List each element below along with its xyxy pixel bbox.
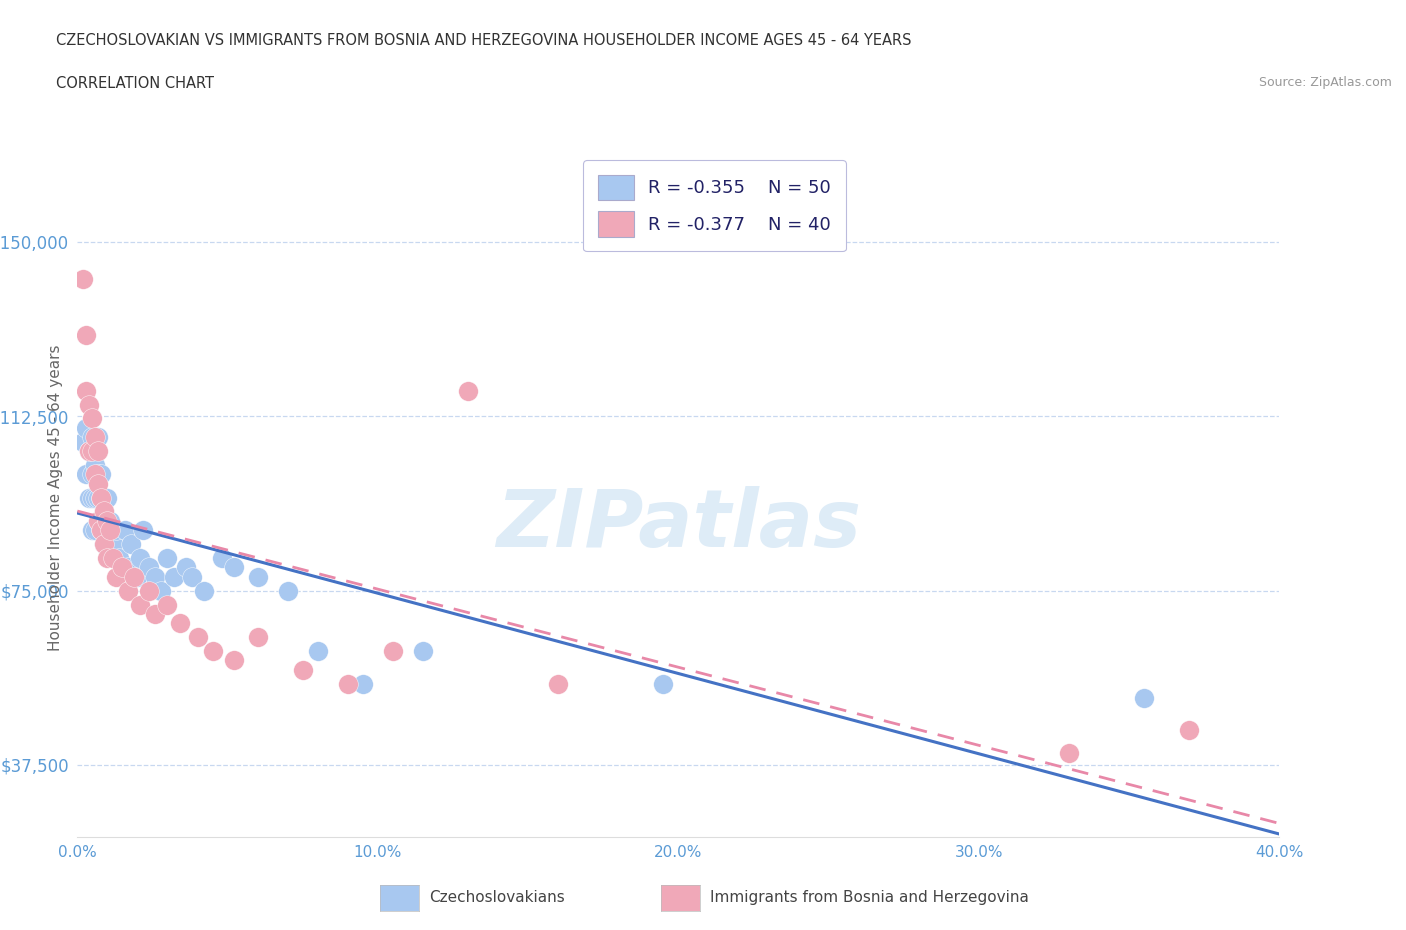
Text: CZECHOSLOVAKIAN VS IMMIGRANTS FROM BOSNIA AND HERZEGOVINA HOUSEHOLDER INCOME AGE: CZECHOSLOVAKIAN VS IMMIGRANTS FROM BOSNI…: [56, 33, 911, 47]
Point: [1178, 723, 1201, 737]
Point: [72, 434, 94, 449]
Point: [180, 569, 202, 584]
Point: [79, 490, 101, 505]
Point: [174, 560, 197, 575]
Point: [127, 569, 149, 584]
Point: [84, 523, 107, 538]
Point: [93, 537, 115, 551]
Point: [222, 560, 245, 575]
Point: [291, 662, 314, 677]
Point: [193, 583, 215, 598]
Point: [1133, 690, 1156, 705]
Point: [84, 467, 107, 482]
Point: [96, 523, 118, 538]
Point: [90, 490, 112, 505]
Point: [307, 644, 329, 658]
Point: [117, 560, 139, 575]
Point: [84, 490, 107, 505]
Point: [87, 513, 110, 528]
Point: [96, 513, 118, 528]
Point: [150, 583, 173, 598]
Point: [103, 537, 125, 551]
Point: [138, 583, 160, 598]
Point: [114, 523, 136, 538]
Point: [246, 630, 269, 644]
Point: [246, 569, 269, 584]
Text: Czechoslovakians: Czechoslovakians: [429, 890, 565, 905]
Point: [87, 490, 110, 505]
Point: [162, 569, 184, 584]
Point: [82, 411, 104, 426]
Point: [145, 569, 167, 584]
Point: [79, 444, 101, 458]
Point: [93, 537, 115, 551]
Point: [105, 523, 128, 538]
Point: [108, 551, 131, 565]
Text: ZIPatlas: ZIPatlas: [496, 485, 860, 564]
Point: [457, 383, 479, 398]
Point: [84, 458, 107, 472]
Point: [84, 430, 107, 445]
Point: [652, 676, 675, 691]
Point: [381, 644, 404, 658]
Point: [75, 383, 97, 398]
Point: [187, 630, 209, 644]
Point: [277, 583, 299, 598]
Point: [82, 523, 104, 538]
Point: [96, 490, 118, 505]
Point: [87, 513, 110, 528]
Point: [100, 523, 122, 538]
Point: [87, 467, 110, 482]
Point: [111, 560, 134, 575]
Point: [145, 606, 167, 621]
Point: [201, 644, 224, 658]
Point: [222, 653, 245, 668]
Point: [100, 513, 122, 528]
Point: [352, 676, 374, 691]
Point: [132, 523, 155, 538]
Point: [211, 551, 233, 565]
Point: [75, 420, 97, 435]
Point: [87, 444, 110, 458]
Point: [79, 444, 101, 458]
Point: [82, 444, 104, 458]
Point: [82, 430, 104, 445]
Point: [93, 504, 115, 519]
Point: [103, 551, 125, 565]
Point: [72, 272, 94, 286]
Point: [79, 397, 101, 412]
Point: [129, 597, 152, 612]
Point: [117, 583, 139, 598]
Point: [156, 597, 179, 612]
Point: [120, 537, 142, 551]
Point: [75, 327, 97, 342]
Point: [124, 569, 146, 584]
Point: [90, 490, 112, 505]
Point: [93, 504, 115, 519]
Point: [90, 467, 112, 482]
Point: [87, 476, 110, 491]
Point: [87, 430, 110, 445]
Point: [90, 523, 112, 538]
Text: CORRELATION CHART: CORRELATION CHART: [56, 76, 214, 91]
Point: [1057, 746, 1080, 761]
Point: [105, 569, 128, 584]
Text: Source: ZipAtlas.com: Source: ZipAtlas.com: [1258, 76, 1392, 89]
Point: [169, 616, 191, 631]
Point: [96, 551, 118, 565]
Point: [547, 676, 569, 691]
Point: [82, 467, 104, 482]
Y-axis label: Householder Income Ages 45 - 64 years: Householder Income Ages 45 - 64 years: [48, 344, 63, 651]
Point: [156, 551, 179, 565]
Point: [129, 551, 152, 565]
Point: [75, 467, 97, 482]
Point: [90, 523, 112, 538]
Point: [336, 676, 359, 691]
Point: [82, 490, 104, 505]
Text: Immigrants from Bosnia and Herzegovina: Immigrants from Bosnia and Herzegovina: [710, 890, 1029, 905]
Point: [138, 560, 160, 575]
Point: [412, 644, 434, 658]
Legend: R = -0.355    N = 50, R = -0.377    N = 40: R = -0.355 N = 50, R = -0.377 N = 40: [583, 160, 845, 251]
